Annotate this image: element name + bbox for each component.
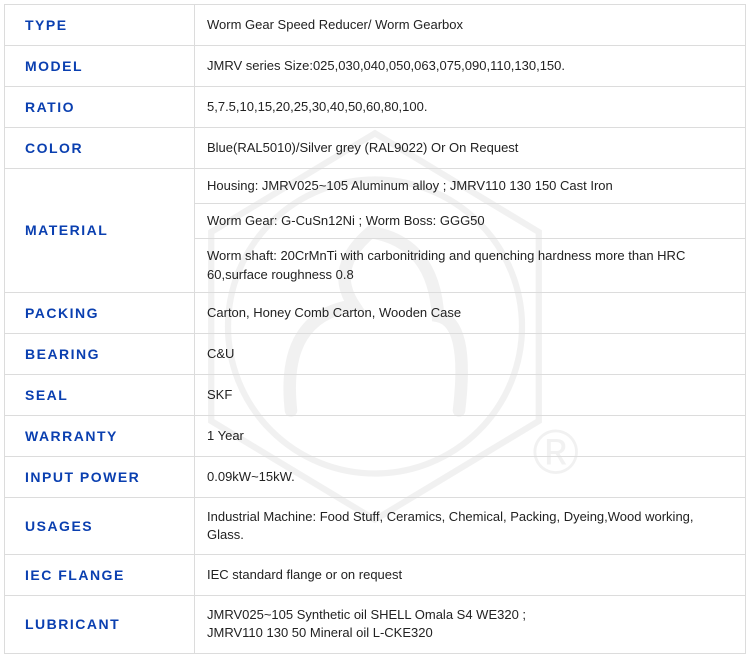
spec-label: BEARING xyxy=(5,333,195,374)
spec-value: C&U xyxy=(195,333,746,374)
spec-label: SEAL xyxy=(5,374,195,415)
spec-value: Worm shaft: 20CrMnTi with carbonitriding… xyxy=(195,239,746,292)
table-row: MODELJMRV series Size:025,030,040,050,06… xyxy=(5,46,746,87)
table-row: SEALSKF xyxy=(5,374,746,415)
table-row: RATIO5,7.5,10,15,20,25,30,40,50,60,80,10… xyxy=(5,87,746,128)
table-row: PACKINGCarton, Honey Comb Carton, Wooden… xyxy=(5,292,746,333)
spec-label: WARRANTY xyxy=(5,415,195,456)
table-row: TYPEWorm Gear Speed Reducer/ Worm Gearbo… xyxy=(5,5,746,46)
spec-label: TYPE xyxy=(5,5,195,46)
spec-label: MODEL xyxy=(5,46,195,87)
spec-tbody: TYPEWorm Gear Speed Reducer/ Worm Gearbo… xyxy=(5,5,746,654)
table-row: IEC FLANGEIEC standard flange or on requ… xyxy=(5,555,746,596)
table-row: COLORBlue(RAL5010)/Silver grey (RAL9022)… xyxy=(5,128,746,169)
spec-label: INPUT POWER xyxy=(5,456,195,497)
spec-value: Industrial Machine: Food Stuff, Ceramics… xyxy=(195,497,746,554)
table-row: WARRANTY1 Year xyxy=(5,415,746,456)
spec-label: MATERIAL xyxy=(5,169,195,293)
spec-label: PACKING xyxy=(5,292,195,333)
table-row: INPUT POWER0.09kW~15kW. xyxy=(5,456,746,497)
table-row: MATERIALHousing: JMRV025~105 Aluminum al… xyxy=(5,169,746,204)
table-row: LUBRICANTJMRV025~105 Synthetic oil SHELL… xyxy=(5,596,746,653)
spec-value: IEC standard flange or on request xyxy=(195,555,746,596)
table-row: USAGESIndustrial Machine: Food Stuff, Ce… xyxy=(5,497,746,554)
spec-value: Blue(RAL5010)/Silver grey (RAL9022) Or O… xyxy=(195,128,746,169)
spec-value: JMRV025~105 Synthetic oil SHELL Omala S4… xyxy=(195,596,746,653)
spec-value: Carton, Honey Comb Carton, Wooden Case xyxy=(195,292,746,333)
spec-value: Worm Gear: G-CuSn12Ni ; Worm Boss: GGG50 xyxy=(195,204,746,239)
spec-value: JMRV series Size:025,030,040,050,063,075… xyxy=(195,46,746,87)
spec-label: IEC FLANGE xyxy=(5,555,195,596)
spec-label: RATIO xyxy=(5,87,195,128)
spec-label: COLOR xyxy=(5,128,195,169)
table-row: BEARINGC&U xyxy=(5,333,746,374)
spec-value: SKF xyxy=(195,374,746,415)
spec-value: 5,7.5,10,15,20,25,30,40,50,60,80,100. xyxy=(195,87,746,128)
spec-label: LUBRICANT xyxy=(5,596,195,653)
spec-table: TYPEWorm Gear Speed Reducer/ Worm Gearbo… xyxy=(4,4,746,654)
spec-value: 0.09kW~15kW. xyxy=(195,456,746,497)
spec-value: Housing: JMRV025~105 Aluminum alloy ; JM… xyxy=(195,169,746,204)
spec-value: 1 Year xyxy=(195,415,746,456)
spec-label: USAGES xyxy=(5,497,195,554)
spec-value: Worm Gear Speed Reducer/ Worm Gearbox xyxy=(195,5,746,46)
